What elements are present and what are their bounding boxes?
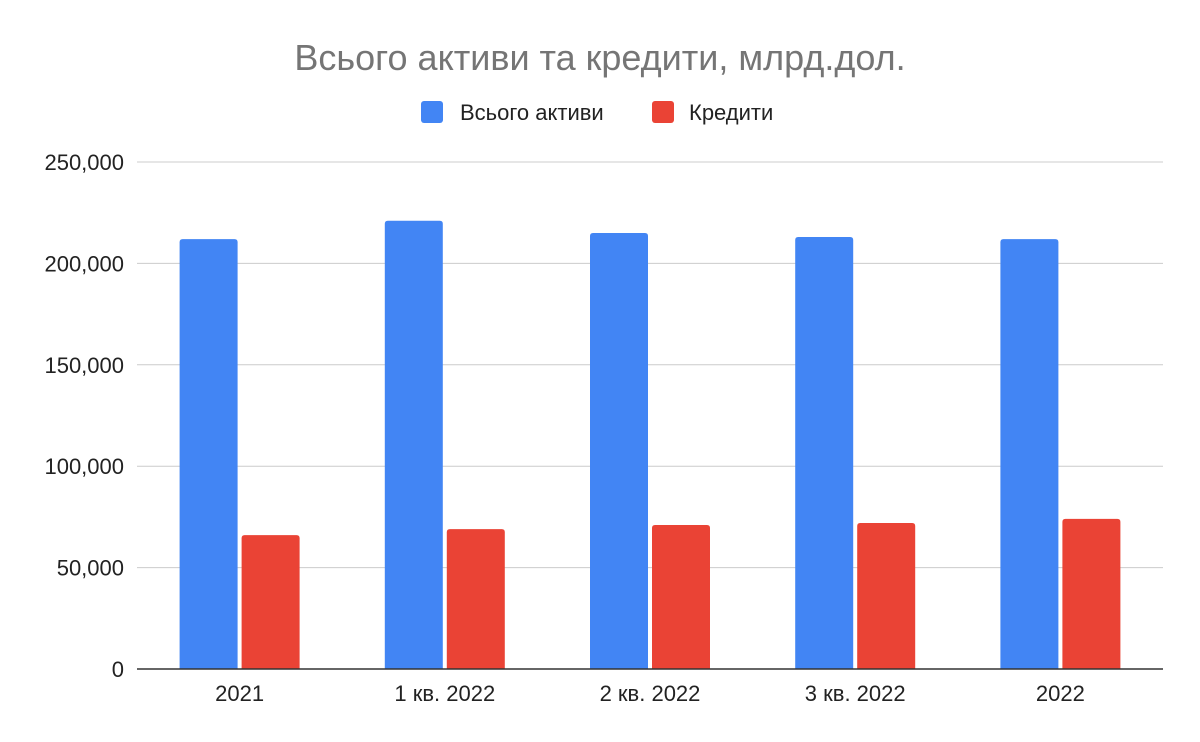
x-axis-ticks: 2021 1 кв. 2022 2 кв. 2022 3 кв. 2022 2022 [215,681,1085,706]
bar-loans [652,525,710,669]
legend-swatch-loans [652,101,674,123]
y-tick-label: 200,000 [44,251,124,276]
legend-label-total-assets: Всього активи [460,100,604,125]
bar-loans [857,522,916,669]
y-axis-ticks: 0 50,000 100,000 150,000 200,000 250,000 [44,150,124,682]
bar-total-assets [384,220,443,669]
bar-total-assets [590,232,648,670]
y-tick-label: 250,000 [44,150,124,175]
gridlines [137,161,1163,569]
x-tick-label: 3 кв. 2022 [805,681,906,706]
bar-total-assets [1000,239,1059,669]
chart-title: Всього активи та кредити, млрд.дол. [294,37,905,78]
bar-total-assets [795,237,854,669]
y-tick-label: 50,000 [57,556,124,581]
bar-total-assets [179,239,238,669]
bar-loans [446,529,505,669]
legend-swatch-total-assets [421,101,443,123]
bar-loans [1062,518,1121,669]
bar-loans [241,535,300,669]
x-tick-label: 2021 [215,681,264,706]
y-tick-label: 150,000 [44,353,124,378]
y-tick-label: 100,000 [44,454,124,479]
y-tick-label: 0 [112,657,124,682]
x-tick-label: 2022 [1036,681,1085,706]
legend-label-loans: Кредити [689,100,773,125]
legend: Всього активи Кредити [421,100,773,125]
x-tick-label: 1 кв. 2022 [394,681,495,706]
x-tick-label: 2 кв. 2022 [600,681,701,706]
bars [179,220,1121,670]
